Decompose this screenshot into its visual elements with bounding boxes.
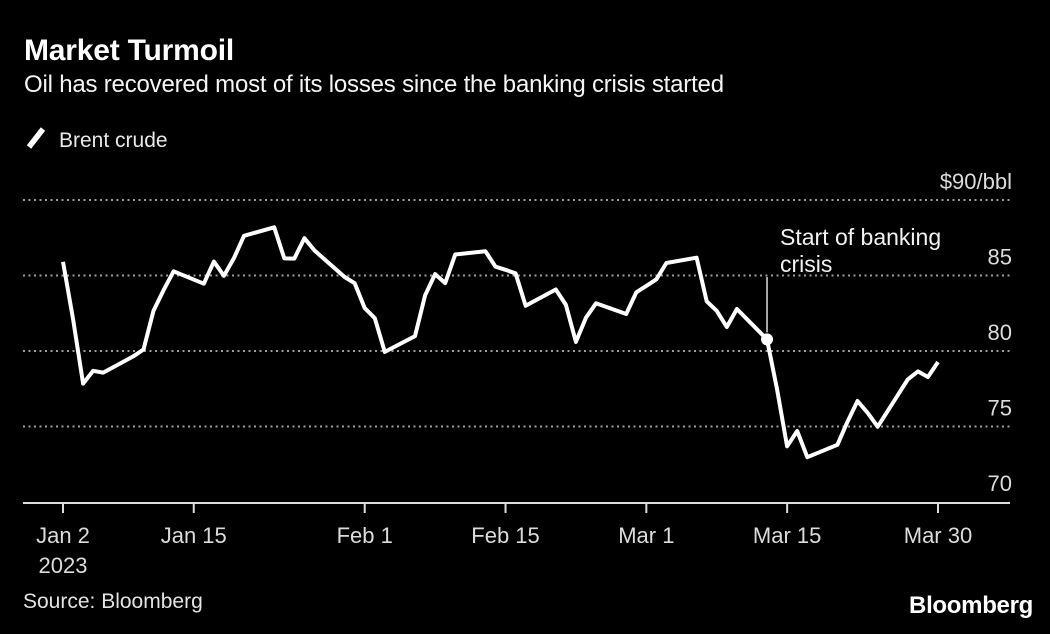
source-caption: Source: Bloomberg (23, 590, 203, 613)
x-axis-year-label: 2023 (39, 553, 88, 578)
annotation-text-line: Start of banking (780, 224, 941, 250)
brent-crude-price-line (61, 225, 940, 460)
y-axis-label: 80 (988, 320, 1012, 345)
x-axis-label: Feb 1 (337, 523, 393, 548)
legend: Brent crude (26, 126, 168, 156)
line-sample-icon (26, 126, 48, 156)
x-axis-label: Mar 1 (618, 523, 674, 548)
y-axis-label: 75 (988, 396, 1012, 421)
x-axis-label: Mar 15 (753, 523, 821, 548)
legend-label: Brent crude (59, 129, 168, 152)
page-title: Market Turmoil (24, 34, 235, 67)
y-axis-label: 70 (988, 471, 1012, 496)
y-axis-label: $90/bbl (940, 169, 1012, 194)
bloomberg-logo: Bloomberg (909, 592, 1033, 619)
annotation-text-line: crisis (780, 251, 832, 277)
x-axis-label: Jan 2 (36, 523, 90, 548)
y-axis-label: 85 (988, 245, 1012, 270)
x-axis-label: Mar 30 (904, 523, 972, 548)
annotation-marker-dot (761, 333, 774, 346)
x-axis-label: Jan 15 (161, 523, 227, 548)
page-subtitle: Oil has recovered most of its losses sin… (24, 71, 724, 98)
x-axis-label: Feb 15 (471, 523, 540, 548)
